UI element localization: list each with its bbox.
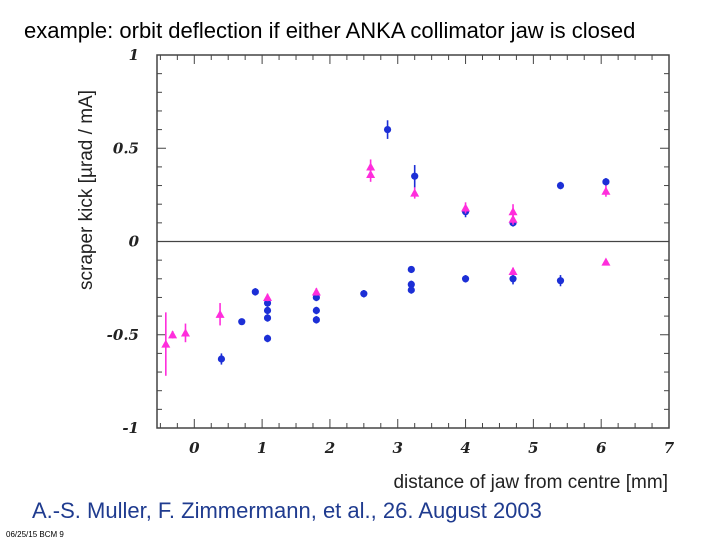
data-point-triangle bbox=[508, 266, 518, 275]
data-point-triangle bbox=[461, 203, 471, 212]
data-point-circle bbox=[217, 355, 226, 363]
data-point-triangle bbox=[161, 339, 171, 348]
y-tick-labels: -1 -0.5 0 0.5 1 bbox=[107, 46, 140, 437]
data-point-circle bbox=[407, 280, 415, 288]
data-point-circle bbox=[556, 181, 565, 190]
y-tick-label: 0 bbox=[129, 233, 140, 251]
data-point-triangle bbox=[508, 207, 518, 216]
data-point-triangle bbox=[410, 188, 420, 197]
x-tick-label: 2 bbox=[324, 439, 335, 457]
data-point-triangle bbox=[366, 162, 376, 171]
x-axis-label: distance of jaw from centre [mm] bbox=[393, 472, 668, 493]
x-tick-label: 5 bbox=[528, 439, 538, 457]
data-point-circle bbox=[263, 299, 272, 307]
x-tick-labels: 0 1 2 3 4 5 6 7 bbox=[189, 439, 675, 457]
x-tick-label: 4 bbox=[460, 439, 470, 457]
data-point-triangle bbox=[180, 328, 190, 337]
data-point-circle bbox=[312, 316, 320, 324]
data-point-circle bbox=[251, 288, 259, 296]
footer-date: 06/25/15 BCM 9 bbox=[6, 530, 64, 539]
data-point-triangle bbox=[366, 169, 376, 178]
x-tick-label: 3 bbox=[393, 439, 403, 457]
x-tick-label: 1 bbox=[257, 439, 267, 457]
data-point-triangle bbox=[311, 287, 321, 296]
series-triangle bbox=[161, 159, 611, 376]
data-point-circle bbox=[461, 275, 470, 283]
data-point-circle bbox=[407, 265, 415, 274]
slide-title: example: orbit deflection if either ANKA… bbox=[24, 18, 636, 43]
data-point-triangle bbox=[508, 214, 518, 223]
data-point-circle bbox=[263, 314, 272, 322]
y-axis-label: scraper kick [µrad / mA] bbox=[76, 90, 97, 290]
data-point-circle bbox=[312, 306, 320, 315]
data-point-circle bbox=[238, 318, 246, 326]
citation: A.-S. Muller, F. Zimmermann, et al., 26.… bbox=[32, 498, 542, 523]
data-point-circle bbox=[407, 286, 415, 294]
data-point-circle bbox=[263, 306, 272, 315]
y-tick-label: -0.5 bbox=[107, 326, 139, 344]
x-tick-label: 6 bbox=[596, 439, 607, 457]
data-point-circle bbox=[263, 334, 272, 343]
data-point-circle bbox=[360, 290, 368, 298]
y-tick-label: 1 bbox=[129, 46, 139, 64]
data-point-triangle bbox=[215, 309, 225, 318]
data-point-circle bbox=[602, 178, 610, 186]
data-point-triangle bbox=[601, 257, 611, 266]
x-tick-label: 0 bbox=[189, 439, 200, 457]
data-points bbox=[161, 120, 611, 376]
x-tick-label: 7 bbox=[664, 439, 675, 457]
y-tick-label: -1 bbox=[122, 419, 139, 437]
y-tick-label: 0.5 bbox=[113, 139, 139, 157]
tick-marks bbox=[157, 54, 670, 429]
data-point-triangle bbox=[263, 292, 273, 302]
data-point-circle bbox=[383, 126, 392, 134]
data-point-circle bbox=[312, 293, 320, 302]
series-circle bbox=[217, 120, 610, 365]
data-point-triangle bbox=[601, 186, 611, 195]
data-point-triangle bbox=[168, 330, 178, 339]
data-point-circle bbox=[509, 275, 517, 283]
data-point-circle bbox=[556, 277, 565, 285]
data-point-circle bbox=[411, 172, 419, 180]
